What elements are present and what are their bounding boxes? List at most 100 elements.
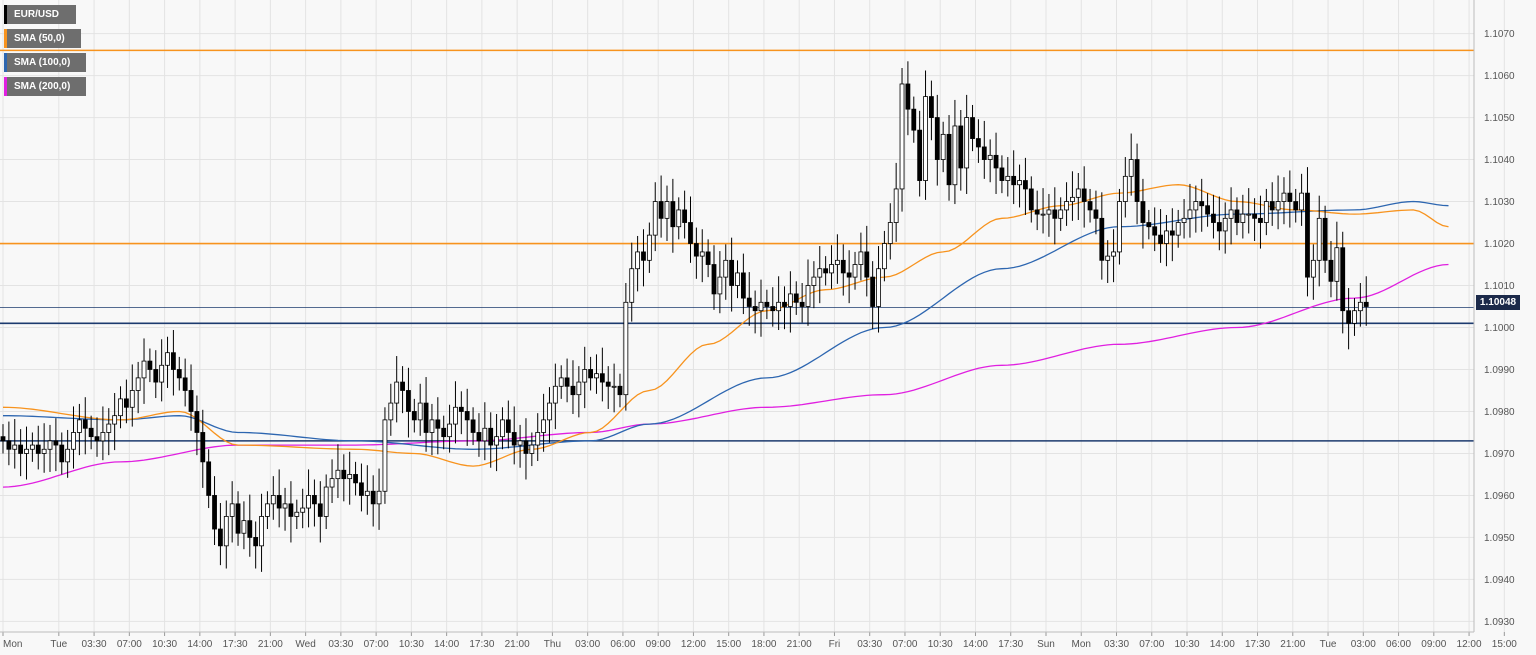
candle (782, 286, 787, 330)
legend-item-eurusd[interactable]: EUR/USD (4, 5, 76, 24)
candle-body (335, 469, 341, 480)
candle-body (1193, 201, 1199, 211)
candle-body (752, 306, 758, 312)
candle (517, 424, 523, 468)
candle (958, 110, 964, 191)
candle (523, 418, 529, 480)
candle-body (1211, 213, 1216, 223)
candle (999, 155, 1005, 194)
candle (370, 475, 376, 527)
candle (1175, 209, 1181, 248)
y-tick-label: 1.1060 (1484, 71, 1515, 82)
candle (787, 271, 793, 333)
x-tick-label: 07:00 (364, 639, 389, 650)
candle (347, 451, 353, 505)
candle-body (306, 495, 311, 509)
candle-body (652, 201, 658, 236)
candle-body (1281, 192, 1287, 202)
y-tick-label: 1.0930 (1484, 617, 1515, 628)
x-tick-label: Thu (544, 639, 561, 650)
candle-body (529, 444, 535, 454)
candle (1316, 195, 1322, 287)
candle (746, 272, 752, 326)
candle (6, 421, 12, 466)
candle-body (588, 369, 593, 379)
candle (752, 290, 758, 334)
candle (923, 70, 928, 200)
candle-body (911, 108, 917, 131)
candle (1346, 288, 1352, 350)
candle (987, 139, 993, 183)
candle-body (65, 448, 71, 463)
candle (1075, 172, 1081, 221)
legend-item-sma200[interactable]: SMA (200,0) (4, 77, 86, 96)
candle (188, 364, 194, 431)
candle-body (453, 406, 458, 425)
candle-body (817, 268, 823, 278)
candle-body (776, 301, 782, 312)
x-tick-label: 14:00 (963, 639, 988, 650)
candle (1222, 202, 1228, 254)
candle (382, 407, 388, 504)
legend-item-sma50[interactable]: SMA (50,0) (4, 29, 81, 48)
candle-body (88, 427, 94, 438)
candle-body (1105, 255, 1111, 261)
candle-body (764, 301, 770, 307)
legend-item-sma100[interactable]: SMA (100,0) (4, 53, 86, 72)
candle-body (417, 402, 423, 421)
candle-body (564, 377, 570, 387)
candle-body (805, 285, 811, 307)
candle-body (1316, 217, 1322, 261)
candle-body (1334, 247, 1340, 282)
candle (153, 350, 159, 399)
candle-body (312, 495, 317, 505)
candle-body (1263, 201, 1269, 223)
x-tick-label: 03:30 (857, 639, 882, 650)
candle-body (1357, 301, 1363, 312)
candle (76, 403, 82, 456)
candle-body (882, 243, 887, 270)
candle (864, 225, 870, 297)
candle (171, 330, 176, 396)
candle (1187, 183, 1193, 238)
legend-label: SMA (50,0) (14, 33, 65, 44)
candle-body (1034, 209, 1040, 215)
candle (129, 364, 135, 427)
candle-body (1305, 192, 1310, 278)
candle (652, 182, 658, 252)
candle-body (176, 369, 182, 379)
candle (870, 261, 876, 330)
candle-body (1011, 175, 1017, 186)
candle-body (82, 419, 88, 429)
candle (1011, 150, 1017, 205)
candle-body (135, 377, 141, 391)
candle (447, 404, 452, 453)
candle (1146, 209, 1152, 240)
candle-body (558, 377, 564, 387)
candle (359, 463, 364, 512)
legend-swatch (4, 77, 7, 96)
candle-body (182, 377, 188, 391)
candle (394, 356, 400, 423)
candle-body (1258, 217, 1263, 223)
candle-body (576, 381, 582, 396)
candle-body (1005, 175, 1011, 181)
candle (940, 121, 946, 173)
candle (159, 339, 165, 402)
candle (1234, 197, 1240, 236)
candle-body (876, 268, 881, 307)
candle (1105, 240, 1111, 283)
candle-body (699, 251, 705, 257)
x-tick-label: 17:30 (223, 639, 248, 650)
candle-body (100, 432, 106, 442)
candle-body (641, 251, 646, 261)
candle (1352, 298, 1357, 336)
candle-body (893, 188, 899, 223)
candle (934, 94, 940, 186)
candle (564, 358, 570, 403)
candle-body (270, 495, 276, 505)
candle (1205, 193, 1210, 227)
candle-body (987, 154, 993, 160)
candle (253, 521, 259, 569)
